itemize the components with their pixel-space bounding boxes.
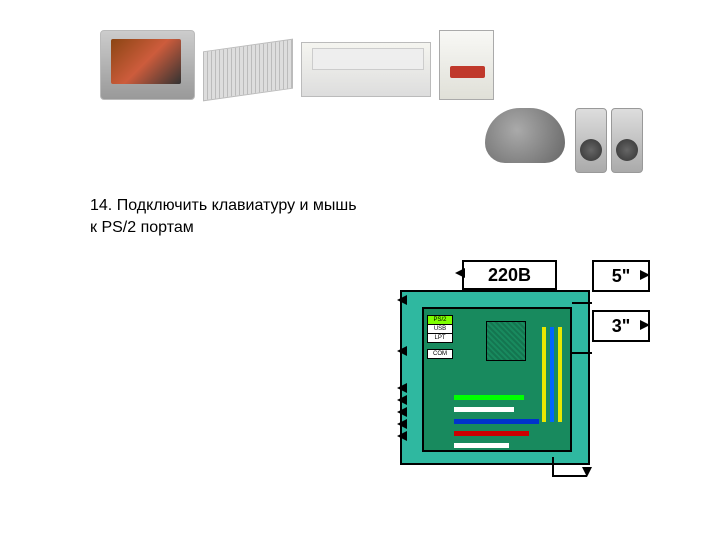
expansion-slot	[454, 407, 514, 412]
left-arrow-icon	[397, 295, 407, 305]
port-label: LPT	[427, 333, 453, 343]
psu-arrow-icon	[455, 268, 465, 278]
ram-slot	[550, 327, 554, 422]
expansion-slot	[454, 431, 529, 436]
left-arrow-icon	[397, 395, 407, 405]
bay5-arrow-icon	[640, 270, 650, 280]
left-arrow-icon	[397, 407, 407, 417]
ups-icon	[439, 30, 494, 100]
psu-label: 220В	[462, 260, 557, 290]
cpu-icon	[486, 321, 526, 361]
speaker-left-icon	[575, 108, 607, 173]
left-arrow-icon	[397, 431, 407, 441]
expansion-slot	[454, 419, 539, 424]
keyboard-icon	[203, 39, 293, 102]
peripherals-row-2	[410, 108, 650, 178]
webcam-icon	[485, 108, 565, 163]
connector-line	[572, 352, 592, 354]
printer-icon	[301, 42, 431, 97]
motherboard: PS/2USBLPTCOM	[422, 307, 572, 452]
ram-slot	[558, 327, 562, 422]
speakers-icon	[575, 108, 650, 173]
instruction-text: 14. Подключить клавиатуру и мышь к PS/2 …	[90, 195, 360, 238]
bay3-arrow-icon	[640, 320, 650, 330]
instruction-number: 14.	[90, 197, 112, 214]
peripherals-row	[100, 30, 620, 105]
speaker-right-icon	[611, 108, 643, 173]
connector-line	[552, 457, 554, 477]
monitor-icon	[100, 30, 195, 100]
left-arrow-icon	[397, 383, 407, 393]
left-arrow-icon	[397, 346, 407, 356]
connector-line	[572, 302, 592, 304]
left-arrow-icon	[397, 419, 407, 429]
instruction-body: Подключить клавиатуру и мышь к PS/2 порт…	[90, 197, 357, 236]
ram-slot	[542, 327, 546, 422]
expansion-slot	[454, 395, 524, 400]
tray-arrow-icon	[582, 467, 592, 477]
pc-case-diagram: 220В 5" 3" PS/2USBLPTCOM	[400, 260, 650, 465]
port-label: COM	[427, 349, 453, 359]
case-body: PS/2USBLPTCOM	[400, 290, 590, 465]
expansion-slot	[454, 443, 509, 448]
